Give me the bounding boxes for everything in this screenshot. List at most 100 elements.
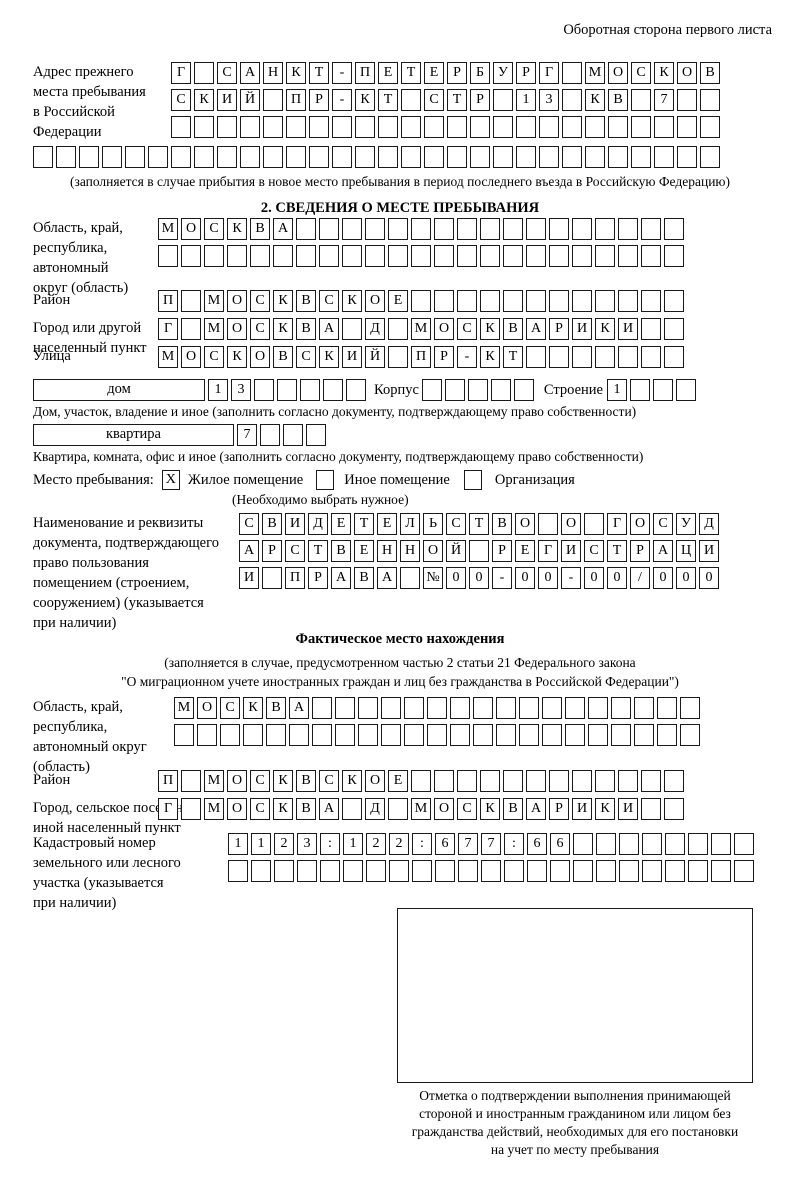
char-cell[interactable] (677, 146, 697, 168)
char-cell[interactable]: В (296, 318, 316, 340)
char-cell[interactable]: 7 (458, 833, 478, 855)
char-cell[interactable]: Й (446, 540, 466, 562)
char-cell[interactable]: Т (607, 540, 627, 562)
char-cell[interactable]: О (197, 697, 217, 719)
char-cell[interactable]: С (217, 62, 237, 84)
char-cell[interactable] (263, 146, 283, 168)
char-cell[interactable] (457, 770, 477, 792)
char-cell[interactable] (657, 697, 677, 719)
char-cell[interactable] (496, 697, 516, 719)
char-cell[interactable]: Д (699, 513, 719, 535)
char-cell[interactable]: О (677, 62, 697, 84)
char-cell[interactable]: С (446, 513, 466, 535)
char-cell[interactable]: А (526, 798, 546, 820)
char-cell[interactable]: 2 (366, 833, 386, 855)
char-cell[interactable]: В (503, 318, 523, 340)
char-cell[interactable] (493, 89, 513, 111)
char-cell[interactable] (277, 379, 297, 401)
char-cell[interactable] (700, 89, 720, 111)
char-cell[interactable]: П (158, 290, 178, 312)
char-cell[interactable]: В (250, 218, 270, 240)
char-cell[interactable]: С (220, 697, 240, 719)
char-cell[interactable] (260, 424, 280, 446)
char-cell[interactable] (588, 724, 608, 746)
char-cell[interactable]: К (273, 318, 293, 340)
char-cell[interactable]: Г (158, 798, 178, 820)
checkbox-inoe-pomeshchenie[interactable] (316, 470, 335, 490)
char-cell[interactable] (675, 379, 696, 401)
char-cell[interactable] (197, 724, 217, 746)
char-cell[interactable]: С (250, 318, 270, 340)
char-cell[interactable] (519, 697, 539, 719)
char-cell[interactable]: К (342, 290, 362, 312)
char-cell[interactable] (286, 116, 306, 138)
char-cell[interactable] (240, 116, 260, 138)
char-cell[interactable] (401, 116, 421, 138)
char-cell[interactable] (503, 218, 523, 240)
char-cell[interactable]: Ь (423, 513, 443, 535)
char-cell[interactable]: 7 (237, 424, 257, 446)
char-cell[interactable] (664, 798, 684, 820)
char-cell[interactable] (434, 245, 454, 267)
char-cell[interactable]: К (480, 346, 500, 368)
char-cell[interactable] (562, 62, 582, 84)
char-cell[interactable]: Т (503, 346, 523, 368)
char-cell[interactable] (171, 146, 191, 168)
char-cell[interactable]: О (434, 318, 454, 340)
char-cell[interactable]: М (585, 62, 605, 84)
char-cell[interactable] (194, 146, 214, 168)
char-cell[interactable] (480, 290, 500, 312)
char-cell[interactable]: 0 (699, 567, 719, 589)
char-cell[interactable] (401, 146, 421, 168)
char-cell[interactable] (227, 245, 247, 267)
char-cell[interactable] (319, 218, 339, 240)
char-cell[interactable]: Г (539, 62, 559, 84)
char-cell[interactable] (381, 724, 401, 746)
char-cell[interactable] (378, 116, 398, 138)
char-cell[interactable]: Т (401, 62, 421, 84)
char-cell[interactable] (665, 833, 685, 855)
char-cell[interactable] (562, 116, 582, 138)
char-cell[interactable] (181, 245, 201, 267)
char-cell[interactable]: Р (434, 346, 454, 368)
char-cell[interactable] (389, 860, 409, 882)
char-cell[interactable] (526, 245, 546, 267)
char-cell[interactable] (642, 860, 662, 882)
char-cell[interactable]: А (289, 697, 309, 719)
char-cell[interactable]: : (320, 833, 340, 855)
char-cell[interactable]: 2 (274, 833, 294, 855)
char-cell[interactable] (562, 89, 582, 111)
char-cell[interactable] (342, 218, 362, 240)
char-cell[interactable] (312, 697, 332, 719)
char-cell[interactable] (565, 724, 585, 746)
char-cell[interactable]: И (618, 318, 638, 340)
char-cell[interactable] (263, 116, 283, 138)
char-cell[interactable]: П (285, 567, 305, 589)
char-cell[interactable] (503, 770, 523, 792)
char-cell[interactable] (181, 770, 201, 792)
char-cell[interactable] (427, 724, 447, 746)
char-cell[interactable] (634, 697, 654, 719)
char-cell[interactable]: : (412, 833, 432, 855)
char-cell[interactable] (539, 146, 559, 168)
char-cell[interactable] (595, 770, 615, 792)
char-cell[interactable] (434, 290, 454, 312)
char-cell[interactable]: С (171, 89, 191, 111)
char-cell[interactable]: К (585, 89, 605, 111)
char-cell[interactable] (424, 146, 444, 168)
char-cell[interactable]: А (319, 798, 339, 820)
char-cell[interactable] (652, 379, 673, 401)
char-cell[interactable]: 6 (527, 833, 547, 855)
char-cell[interactable]: Е (515, 540, 535, 562)
char-cell[interactable] (519, 724, 539, 746)
char-cell[interactable]: В (262, 513, 282, 535)
char-cell[interactable] (734, 833, 754, 855)
char-cell[interactable]: Г (607, 513, 627, 535)
char-cell[interactable] (217, 116, 237, 138)
char-cell[interactable]: У (676, 513, 696, 535)
char-cell[interactable]: О (227, 318, 247, 340)
char-cell[interactable]: А (653, 540, 673, 562)
char-cell[interactable]: А (526, 318, 546, 340)
char-cell[interactable] (450, 697, 470, 719)
char-cell[interactable]: О (365, 770, 385, 792)
